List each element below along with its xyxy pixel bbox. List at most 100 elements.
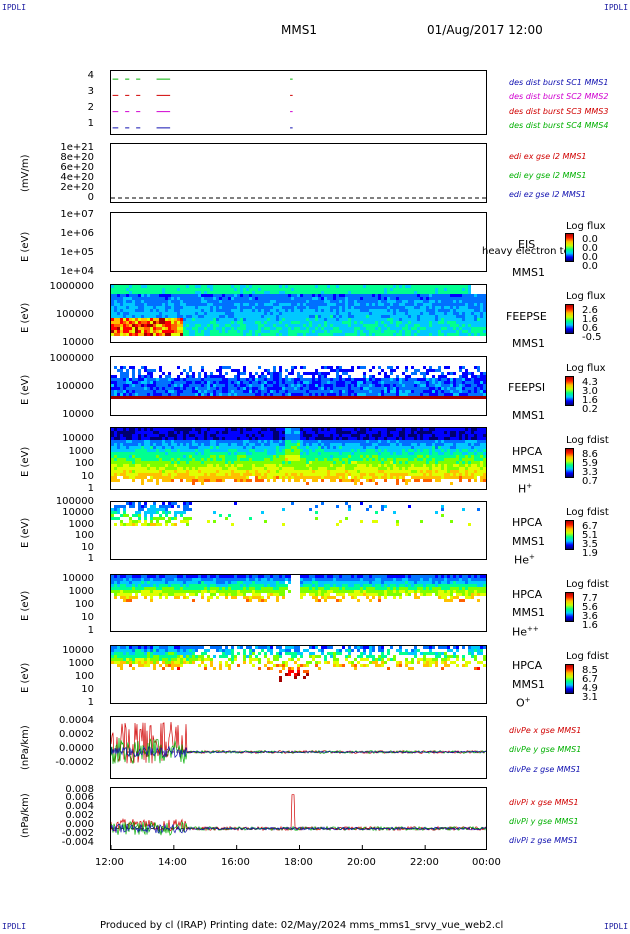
spectrogram-cell: [351, 300, 354, 303]
spectrogram-cell: [420, 393, 423, 396]
spectrogram-cell: [336, 440, 339, 443]
spectrogram-cell: [441, 381, 444, 384]
spectrogram-cell: [363, 467, 366, 470]
spectrogram-cell: [294, 443, 297, 446]
spectrogram-cell: [261, 306, 264, 309]
spectrogram-cell: [150, 285, 153, 288]
spectrogram-cell: [264, 443, 267, 446]
spectrogram-cell: [468, 312, 471, 315]
spectrogram-cell: [159, 303, 162, 306]
spectrogram-cell: [300, 476, 303, 479]
spectrogram-cell: [366, 318, 369, 321]
spectrogram-cell: [231, 387, 234, 390]
spectrogram-cell: [390, 464, 393, 467]
spectrogram-cell: [360, 473, 363, 476]
spectrogram-cell: [210, 381, 213, 384]
spectrogram-cell: [459, 303, 462, 306]
spectrogram-cell: [210, 458, 213, 461]
spectrogram-cell: [462, 309, 465, 312]
spectrogram-cell: [336, 470, 339, 473]
spectrogram-cell: [270, 291, 273, 294]
spectrogram-cell: [174, 318, 177, 321]
spectrogram-cell: [354, 330, 357, 333]
spectrogram-cell: [333, 288, 336, 291]
spectrogram-cell: [192, 473, 195, 476]
spectrogram-cell: [237, 303, 240, 306]
spectrogram-cell: [189, 452, 192, 455]
spectrogram-cell: [204, 321, 207, 324]
spectrogram-cell: [225, 464, 228, 467]
spectrogram-cell: [174, 384, 177, 387]
spectrogram-cell: [195, 467, 198, 470]
spectrogram-cell: [165, 375, 168, 378]
spectrogram-cell: [327, 449, 330, 452]
spectrogram-cell: [132, 461, 135, 464]
spectrogram-cell: [252, 288, 255, 291]
spectrogram-cell: [369, 431, 372, 434]
spectrogram-cell: [414, 294, 417, 297]
spectrogram-cell: [402, 300, 405, 303]
spectrogram-cell: [411, 315, 414, 318]
spectrogram-cell: [282, 381, 285, 384]
spectrogram-cell: [123, 470, 126, 473]
spectrogram-cell: [456, 384, 459, 387]
spectrogram-cell: [153, 384, 156, 387]
spectrogram-cell: [432, 393, 435, 396]
spectrogram-cell: [357, 467, 360, 470]
spectrogram-cell: [282, 384, 285, 387]
spectrogram-cell: [111, 452, 114, 455]
spectrogram-cell: [261, 434, 264, 437]
spectrogram-cell: [438, 390, 441, 393]
spectrogram-cell: [396, 297, 399, 300]
spectrogram-cell: [279, 452, 282, 455]
spectrogram-cell: [468, 303, 471, 306]
spectrogram-cell: [486, 321, 487, 324]
spectrogram-cell: [363, 458, 366, 461]
spectrogram-cell: [345, 467, 348, 470]
spectrogram-cell: [189, 434, 192, 437]
spectrogram-cell: [333, 303, 336, 306]
spectrogram-cell: [318, 470, 321, 473]
spectrogram-cell: [306, 387, 309, 390]
spectrogram-cell: [339, 327, 342, 330]
spectrogram-cell: [228, 327, 231, 330]
spectrogram-cell: [144, 428, 147, 431]
spectrogram-cell: [240, 294, 243, 297]
spectrogram-cell: [285, 437, 288, 440]
spectrogram-cell: [297, 300, 300, 303]
spectrogram-cell: [186, 330, 189, 333]
spectrogram-cell: [462, 306, 465, 309]
spectrogram-cell: [120, 288, 123, 291]
spectrogram-cell: [111, 378, 114, 381]
spectrogram-cell: [480, 378, 483, 381]
spectrogram-cell: [258, 440, 261, 443]
spectrogram-cell: [366, 470, 369, 473]
spectrogram-cell: [432, 321, 435, 324]
spectrogram-cell: [213, 387, 216, 390]
spectrogram-cell: [270, 387, 273, 390]
spectrogram-cell: [234, 327, 237, 330]
spectrogram-cell: [207, 387, 210, 390]
spectrogram-cell: [183, 449, 186, 452]
spectrogram-cell: [411, 372, 414, 375]
spectrogram-cell: [132, 378, 135, 381]
spectrogram-cell: [375, 330, 378, 333]
spectrogram-cell: [480, 297, 483, 300]
spectrogram-cell: [144, 315, 147, 318]
spectrogram-cell: [345, 479, 348, 482]
spectrogram-cell: [354, 303, 357, 306]
spectrogram-cell: [447, 396, 450, 399]
spectrogram-cell: [276, 303, 279, 306]
spectrogram-cell: [387, 455, 390, 458]
spectrogram-cell: [198, 393, 201, 396]
spectrogram-cell: [144, 437, 147, 440]
spectrogram-cell: [165, 330, 168, 333]
spectrogram-cell: [462, 393, 465, 396]
spectrogram-cell: [396, 390, 399, 393]
spectrogram-cell: [447, 327, 450, 330]
spectrogram-cell: [246, 443, 249, 446]
spectrogram-cell: [375, 381, 378, 384]
spectrogram-cell: [300, 396, 303, 399]
spectrogram-cell: [189, 285, 192, 288]
spectrogram-cell: [219, 375, 222, 378]
